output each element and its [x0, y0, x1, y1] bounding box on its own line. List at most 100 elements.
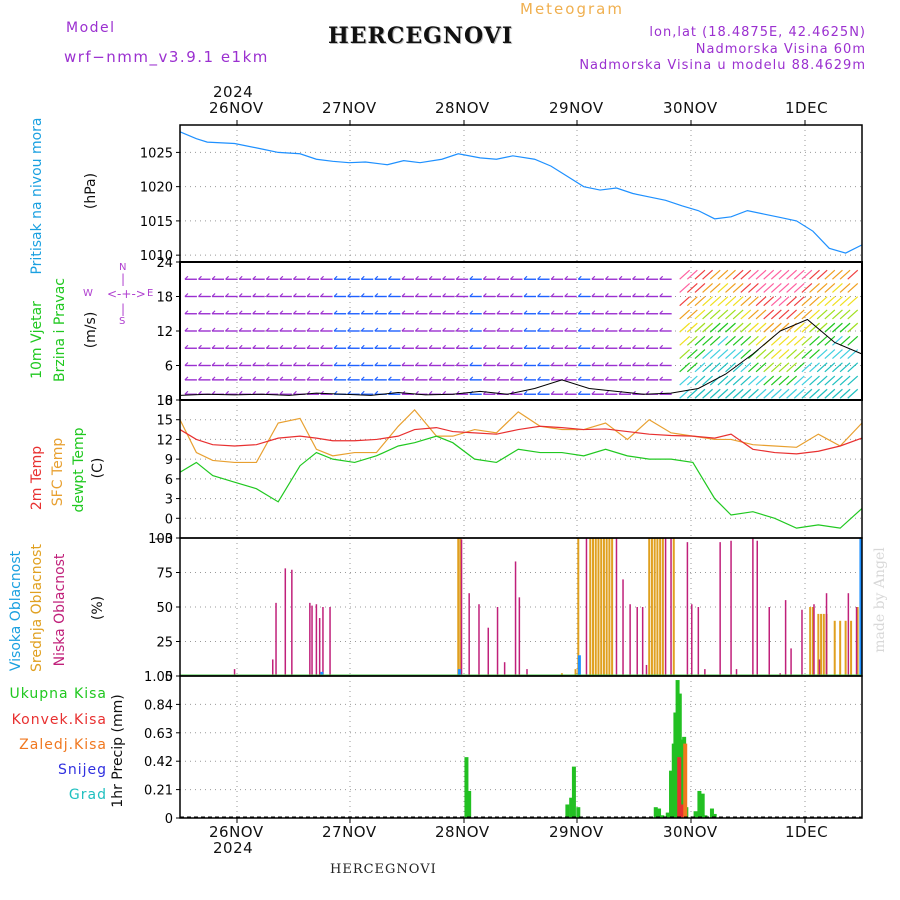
wind-barb-flag	[442, 310, 447, 315]
wind-barb-flag	[469, 293, 474, 297]
mid-cloud-bar	[820, 613, 823, 676]
total-precip-bar	[467, 790, 472, 818]
wind-barb-strong	[755, 309, 767, 320]
wind-barb-strong	[740, 269, 752, 280]
page-title: HERCEGNOVI	[328, 23, 514, 49]
wind-barb-strong	[801, 269, 813, 280]
low-cloud-bar	[526, 669, 528, 676]
date-label-bottom: 30NOV	[663, 823, 718, 841]
wind-barb-flag	[618, 275, 623, 280]
wind-barb-strong	[809, 296, 820, 307]
wind-barb-strong	[778, 362, 790, 373]
wind-barb-strong	[702, 349, 713, 360]
wind-barb-strong	[847, 375, 859, 386]
date-label-bottom: 26NOV	[209, 823, 264, 841]
wind-barb-strong	[709, 283, 721, 293]
wind-barb-flag	[645, 376, 650, 381]
wind-barb-flag	[415, 293, 419, 297]
mid-cloud-bar	[856, 607, 859, 676]
pressure-line	[179, 131, 863, 254]
wind-barb-flag	[428, 362, 433, 366]
wind-barb-strong	[839, 283, 851, 293]
wind-barb-flag	[238, 310, 243, 315]
wind-barb-strong	[732, 296, 744, 307]
wind-barb-flag	[510, 275, 514, 280]
low-cloud-bar	[730, 540, 732, 676]
wind-barb-flag	[523, 293, 528, 297]
snow-label: Snijeg	[57, 762, 107, 778]
wind-barb-strong	[748, 335, 759, 346]
low-cloud-bar	[291, 569, 293, 676]
wind-barb-flag	[577, 362, 582, 366]
wind-barb-strong	[763, 269, 775, 280]
wind-barb-strong	[717, 362, 729, 373]
wind-barb-strong	[748, 296, 759, 307]
wind-barb-strong	[816, 269, 828, 280]
wind-barb-flag	[659, 310, 664, 315]
wind-barb-flag	[415, 362, 419, 366]
wind-barb-flag	[632, 310, 636, 315]
wind-barb-strong	[702, 362, 713, 373]
wind-compass-icon: N E S W | <-+-> |	[83, 262, 154, 327]
wind-barb-flag	[537, 275, 542, 280]
mid-cloud-bar	[809, 607, 812, 676]
compass-south: S	[119, 316, 126, 327]
wind-barb-flag	[604, 376, 609, 381]
wind-barb-strong	[763, 388, 775, 399]
total-precip-bar	[679, 739, 684, 818]
wind-barb-strong	[679, 335, 691, 346]
wind-barb-flag	[401, 362, 406, 366]
mid-cloud-bar	[602, 538, 605, 676]
wind-barb-strong	[770, 388, 782, 399]
wind-barb-strong	[832, 335, 843, 346]
low-cloud-bar	[284, 568, 287, 676]
wind-barb-strong	[694, 362, 706, 373]
wind-barb-strong	[839, 269, 851, 280]
y-tick-label: 12	[156, 433, 173, 448]
wind-barb-flag	[333, 327, 338, 332]
date-label-bottom: 27NOV	[322, 823, 377, 841]
wind-barb-flag	[482, 327, 487, 332]
wind-barb-flag	[265, 275, 270, 280]
wind-barb-flag	[618, 327, 623, 332]
wind-barb-strong	[809, 335, 820, 346]
low-cloud-bar	[318, 618, 321, 676]
wind-barb-flag	[428, 327, 433, 332]
y-tick-label: 1025	[140, 146, 173, 161]
wind-barb-flag	[401, 275, 406, 280]
wind-barb-strong	[755, 269, 767, 280]
wind-barb-flag	[591, 362, 596, 366]
wind-barb-strong	[725, 322, 736, 333]
wind-barb-flag	[184, 293, 189, 297]
wind-barb-flag	[211, 362, 216, 366]
date-label-bottom: 28NOV	[435, 823, 490, 841]
date-label-bottom: 1DEC	[785, 823, 829, 841]
wind-barb-strong	[809, 322, 820, 333]
wind-barb-strong	[763, 375, 775, 386]
total-precip-bar	[464, 757, 469, 818]
wind-barb-flag	[347, 327, 352, 332]
wind-barb-flag	[279, 344, 284, 349]
wind-barb-flag	[455, 310, 460, 315]
wind-barb-flag	[455, 362, 460, 366]
wind-barb-flag	[225, 275, 230, 280]
conv-precip-bar	[681, 804, 686, 818]
wind-barb-flag	[496, 327, 501, 332]
date-label-top: 30NOV	[663, 99, 718, 117]
wind-barb-strong	[740, 296, 752, 307]
wind-barb-flag	[387, 275, 392, 280]
wind-barb-strong	[694, 296, 706, 307]
wind-barb-strong	[686, 375, 698, 386]
low-cloud-bar	[825, 593, 828, 676]
total-precip-bar	[693, 811, 698, 818]
wind-barb-flag	[238, 344, 243, 349]
wind-barb-flag	[442, 327, 447, 332]
wind-barb-flag	[320, 275, 324, 280]
wind-barb-flag	[523, 362, 528, 366]
wind-barb-flag	[360, 275, 365, 280]
low-cloud-bar	[311, 605, 313, 676]
wind-barb-flag	[455, 344, 460, 349]
wind-barb-strong	[832, 322, 843, 333]
y-tick-label: 0.63	[144, 727, 173, 742]
total-precip-bar	[697, 790, 702, 818]
